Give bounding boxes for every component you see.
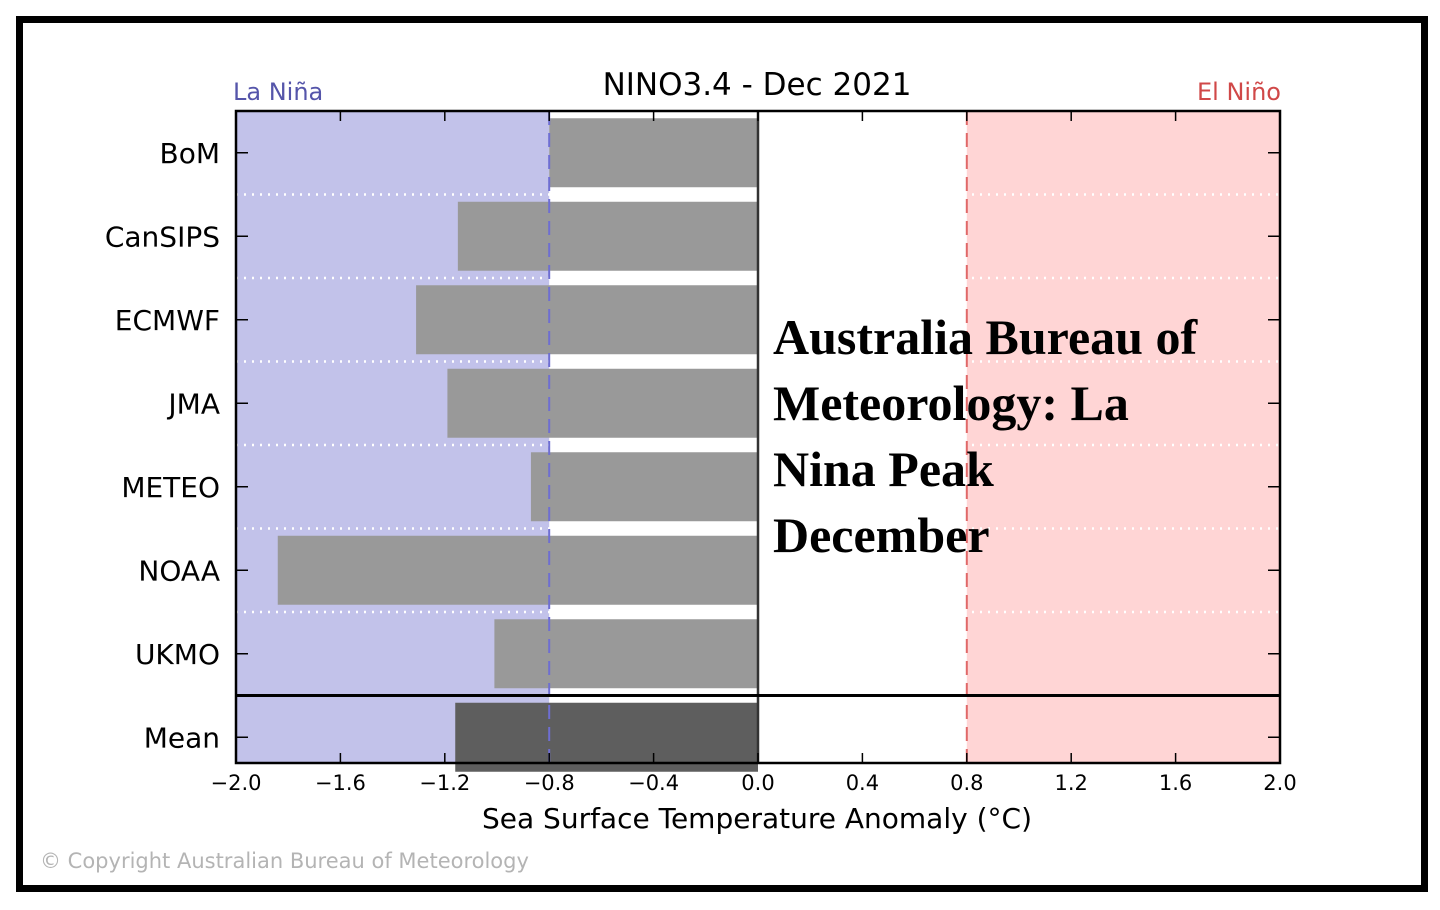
bar-noaa bbox=[277, 535, 758, 605]
category-label-jma: JMA bbox=[166, 387, 220, 420]
bar-cansips bbox=[457, 201, 758, 271]
x-tick-label: 0.8 bbox=[950, 771, 983, 795]
el-nino-region bbox=[966, 111, 1280, 763]
category-label-ecmwf: ECMWF bbox=[115, 304, 220, 337]
bar-ukmo bbox=[494, 619, 758, 689]
chart-title: NINO3.4 - Dec 2021 bbox=[603, 67, 912, 103]
category-label-meteo: METEO bbox=[121, 471, 220, 504]
category-label-bom: BoM bbox=[160, 137, 221, 170]
copyright-text: © Copyright Australian Bureau of Meteoro… bbox=[40, 849, 529, 873]
x-tick-label: −0.8 bbox=[524, 771, 575, 795]
x-axis-label: Sea Surface Temperature Anomaly (°C) bbox=[482, 802, 1032, 835]
annotation-text: Australia Bureau of Meteorology: La Nina P… bbox=[773, 309, 1198, 563]
x-tick-label: 1.2 bbox=[1054, 771, 1087, 795]
x-tick-label: 0.4 bbox=[846, 771, 879, 795]
category-label-noaa: NOAA bbox=[138, 554, 220, 587]
x-tick-label: −2.0 bbox=[211, 771, 262, 795]
x-tick-label: 0.0 bbox=[741, 771, 774, 795]
bar-bom bbox=[549, 118, 758, 188]
el-nino-label: El Niño bbox=[1197, 78, 1281, 106]
x-tick-label: −1.2 bbox=[419, 771, 470, 795]
bar-ecmwf bbox=[416, 285, 758, 355]
la-nina-label: La Niña bbox=[233, 78, 323, 106]
category-label-mean: Mean bbox=[144, 721, 220, 754]
x-tick-label: 1.6 bbox=[1159, 771, 1192, 795]
bar-jma bbox=[447, 368, 758, 438]
x-tick-label: −0.4 bbox=[628, 771, 679, 795]
category-label-ukmo: UKMO bbox=[135, 638, 220, 671]
bar-meteo bbox=[530, 452, 758, 522]
bar-mean bbox=[455, 702, 758, 772]
category-label-cansips: CanSIPS bbox=[105, 220, 220, 253]
x-tick-label: 2.0 bbox=[1263, 771, 1296, 795]
x-tick-label: −1.6 bbox=[315, 771, 366, 795]
